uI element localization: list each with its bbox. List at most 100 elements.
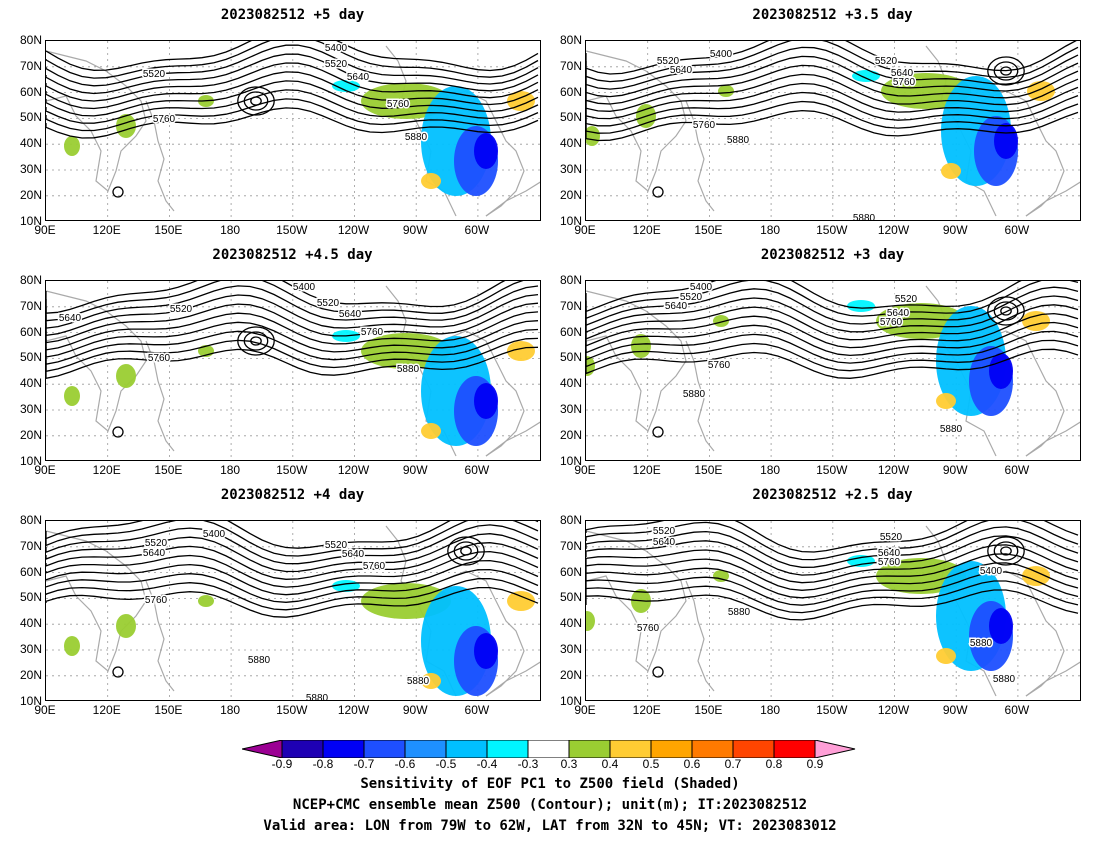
coastline (980, 90, 1065, 217)
latitude-tick-label: 50N (19, 590, 42, 605)
closed-contour (1000, 546, 1012, 556)
sensitivity-shade (994, 123, 1018, 159)
colorbar-swatch (281, 739, 324, 759)
contour-label: 5400 (293, 282, 316, 293)
longitude-tick-label: 120E (632, 703, 661, 717)
colorbar-label: 0.8 (765, 757, 783, 771)
sensitivity-shade (507, 91, 535, 111)
longitude-tick-label: 120E (632, 463, 661, 477)
sensitivity-shade (474, 633, 498, 669)
latitude-tick-label: 10N (19, 453, 42, 468)
closed-contour (1000, 66, 1012, 76)
height-contour (46, 41, 539, 79)
contour-label: 5520 (680, 292, 703, 303)
latitude-tick-label: 30N (559, 402, 582, 416)
height-contour (586, 571, 1079, 606)
map-panel-3-day: 5400 5520 5640 5520 5640 5760 5760 5880 5880 (585, 280, 1081, 461)
contour-label: 5760 (878, 557, 901, 568)
sensitivity-shade (936, 648, 956, 664)
contour-label: 5520 (145, 538, 168, 549)
height-contour (46, 71, 539, 110)
closed-contour (987, 296, 1025, 326)
longitude-tick-label: 150W (816, 703, 848, 717)
sensitivity-shade (507, 341, 535, 361)
longitude-tick-label: 120W (337, 223, 370, 237)
longitude-tick-label: 150E (694, 463, 723, 477)
height-contour (46, 53, 539, 95)
height-contour (586, 553, 1079, 591)
sensitivity-shade (116, 364, 136, 388)
sensitivity-shade (586, 126, 600, 146)
closed-contour (243, 91, 269, 111)
closed-contour (993, 61, 1019, 81)
latitude-tick-label: 20N (559, 187, 582, 202)
contour-label: 5880 (397, 364, 420, 375)
contour-label: 5760 (893, 77, 916, 88)
height-contour (586, 41, 1079, 83)
contour-label: 5880 (940, 424, 963, 435)
latitude-tick-label: 50N (559, 590, 582, 605)
longitude-tick-label: 90W (942, 703, 968, 717)
colorbar-label: 0.6 (683, 757, 701, 771)
longitude-tick-label: 120E (632, 223, 661, 237)
sensitivity-shade (989, 608, 1013, 644)
longitude-tick-label: 60W (1004, 223, 1030, 237)
colorbar-swatch (773, 739, 816, 759)
latitude-tick-label: 40N (19, 136, 42, 151)
closed-contour (987, 536, 1025, 566)
sensitivity-shade (713, 570, 729, 582)
contour-label: 5520 (653, 526, 676, 537)
coastline (46, 50, 147, 192)
coastline (685, 580, 715, 692)
colorbar-swatch (568, 739, 611, 759)
colorbar-label: 0.4 (601, 757, 619, 771)
longitude-tick-label: 150W (276, 223, 308, 237)
longitude-tick-label: 150E (154, 703, 183, 717)
contour-label: 5520 (170, 304, 193, 315)
longitude-tick-label: 120E (92, 463, 121, 477)
map-svg: 5400 5520 5640 5520 5760 5760 5880 (46, 41, 540, 220)
latitude-tick-label: 60N (19, 564, 42, 579)
latitude-tick-label: 40N (19, 616, 42, 631)
contour-label: 5760 (363, 561, 386, 572)
coastline (440, 570, 525, 697)
longitude-tick-label: 120W (877, 223, 910, 237)
longitude-tick-label: 90W (942, 223, 968, 237)
longitude-tick-label: 60W (464, 223, 490, 237)
contour-label: 5520 (325, 540, 348, 551)
height-contour (586, 312, 1079, 349)
longitude-tick-label: 120E (92, 223, 121, 237)
latitude-tick-label: 70N (19, 538, 42, 553)
latitude-tick-label: 40N (559, 376, 582, 391)
contour-label: 5880 (853, 213, 876, 221)
closed-contour (237, 326, 275, 356)
contour-label: 5400 (710, 49, 733, 60)
latitude-tick-label: 70N (559, 538, 582, 553)
map-panel-4-5-day: 5400 5520 5640 5520 5640 5760 5760 5880 (45, 280, 541, 461)
height-contour (586, 46, 1079, 90)
sensitivity-shade (847, 300, 875, 312)
height-contour (46, 89, 539, 124)
colorbar-label: -0.8 (312, 757, 334, 771)
contour-label: 5640 (887, 308, 910, 319)
height-contour (586, 64, 1079, 105)
latitude-tick-label: 30N (19, 642, 42, 656)
coastline (980, 570, 1065, 697)
coastline (145, 580, 175, 692)
sensitivity-shade (421, 673, 441, 689)
latitude-tick-label: 50N (559, 110, 582, 125)
height-contour (586, 281, 1079, 319)
closed-contour (453, 541, 479, 561)
closed-contour (460, 546, 472, 556)
panel-title: 2023082512 +4 day (220, 487, 365, 503)
contour-label: 5640 (878, 548, 901, 559)
longitude-tick-label: 90E (34, 463, 56, 477)
latitude-tick-label: 30N (19, 162, 42, 176)
closed-contour (447, 536, 485, 566)
closed-contour (250, 336, 262, 346)
longitude-tick-label: 60W (1004, 703, 1030, 717)
longitude-tick-label: 180 (220, 703, 241, 717)
height-contour (46, 328, 539, 365)
height-contour (586, 295, 1079, 333)
